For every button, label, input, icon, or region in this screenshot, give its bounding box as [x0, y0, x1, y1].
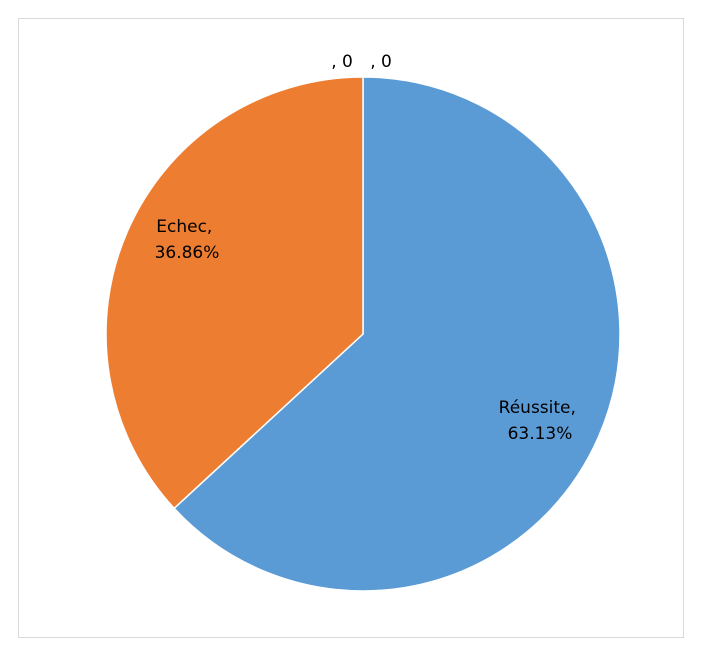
data-label-echec-line2: 36.86% [155, 243, 220, 263]
pie-slice-echec [105, 76, 364, 510]
pie-data-labels: Réussite, 63.13% Echec, 36.86% , 0 , 0 [155, 52, 582, 444]
pie-slices [105, 76, 621, 592]
data-label-zero-1-text: , 0 [331, 52, 353, 72]
data-label-echec-line1: Echec, [156, 217, 212, 237]
data-label-zero-2-text: , 0 [370, 52, 392, 72]
data-label-echec: Echec, 36.86% [155, 217, 220, 263]
data-label-reussite-line2: 63.13% [508, 424, 573, 444]
data-label-reussite: Réussite, 63.13% [499, 398, 582, 444]
data-label-reussite-line1: Réussite, [499, 398, 576, 418]
pie-slice-r-ussite [173, 76, 621, 592]
data-label-zero-1: , 0 [331, 52, 353, 72]
data-label-zero-2: , 0 [370, 52, 392, 72]
